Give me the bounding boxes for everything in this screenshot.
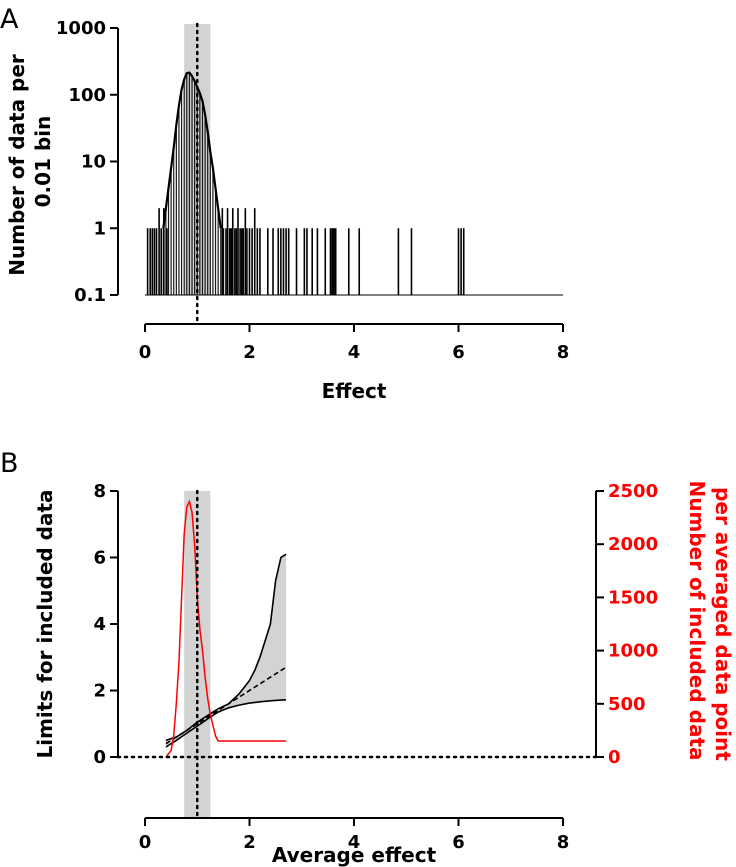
panel-b-limits-fill [165, 554, 287, 747]
panel-b-y-axis-title: Limits for included data [33, 489, 57, 758]
panel-a-histogram-curve [162, 71, 222, 229]
panel-b-line-chart: B 0 2 4 6 8 0 500 1000 1500 2000 2500 0 2 4 6 8 Limit… [0, 448, 735, 867]
panel-b-x-tick-label: 2 [243, 832, 256, 853]
panel-a-x-tick-label: 8 [557, 342, 570, 363]
panel-a-y-tick-label: 10 [81, 152, 106, 173]
panel-b-x-tick-label: 0 [139, 832, 152, 853]
panel-a-y-axis-title-line-2: 0.01 bin [31, 116, 55, 208]
panel-b-y2-tick-label: 1000 [608, 641, 658, 662]
panel-b-y2-axis-title-line-2: per averaged data point [711, 487, 735, 761]
panel-a-y-tick-label: 100 [68, 85, 106, 106]
panel-b-lower-limit-line [165, 699, 287, 748]
panel-b-y2-tick-label: 500 [608, 694, 646, 715]
panel-b-y-tick-label: 2 [93, 681, 106, 702]
panel-a-y-axis-title: Number of data per 0.01 bin [5, 47, 55, 275]
panel-a-y-tick-label: 1000 [56, 18, 106, 39]
panel-b-y-tick-label: 0 [93, 747, 106, 768]
panel-b-x-axis-title: Average effect [272, 843, 437, 867]
panel-b-y-tick-label: 4 [93, 614, 106, 635]
panel-a-letter: A [0, 4, 19, 35]
panel-a-y-tick-label: 1 [93, 218, 106, 239]
panel-b-y2-tick-label: 2500 [608, 481, 658, 502]
panel-a-x-axis-title: Effect [322, 379, 387, 403]
panel-a-x-tick-label: 2 [243, 342, 256, 363]
panel-b-y2-axis-title-line-1: Number of included data [685, 481, 709, 761]
panel-b-upper-limit-line [165, 553, 287, 742]
panel-b-y-tick-label: 6 [93, 548, 106, 569]
panel-b-y2-tick-label: 0 [608, 747, 621, 768]
panel-a-x-tick-label: 0 [139, 342, 152, 363]
panel-b-y2-tick-label: 1500 [608, 587, 658, 608]
panel-b-y2-axis-title: Number of included data per averaged dat… [685, 481, 735, 768]
panel-b-y-tick-label: 8 [93, 481, 106, 502]
panel-a-x-tick-label: 4 [348, 342, 361, 363]
panel-a-y-axis-title-line-1: Number of data per [5, 54, 29, 276]
panel-b-x-tick-label: 4 [348, 832, 361, 853]
panel-b-letter: B [0, 448, 19, 479]
panel-a-x-tick-label: 6 [452, 342, 465, 363]
panel-b-y2-tick-label: 2000 [608, 534, 658, 555]
panel-a-y-tick-label: 0.1 [74, 285, 106, 306]
panel-b-x-tick-label: 6 [452, 832, 465, 853]
panel-a-histogram: A 0.1 1 10 100 1000 0 2 4 6 8 Number of data per… [0, 4, 569, 403]
panel-b-x-tick-label: 8 [557, 832, 570, 853]
